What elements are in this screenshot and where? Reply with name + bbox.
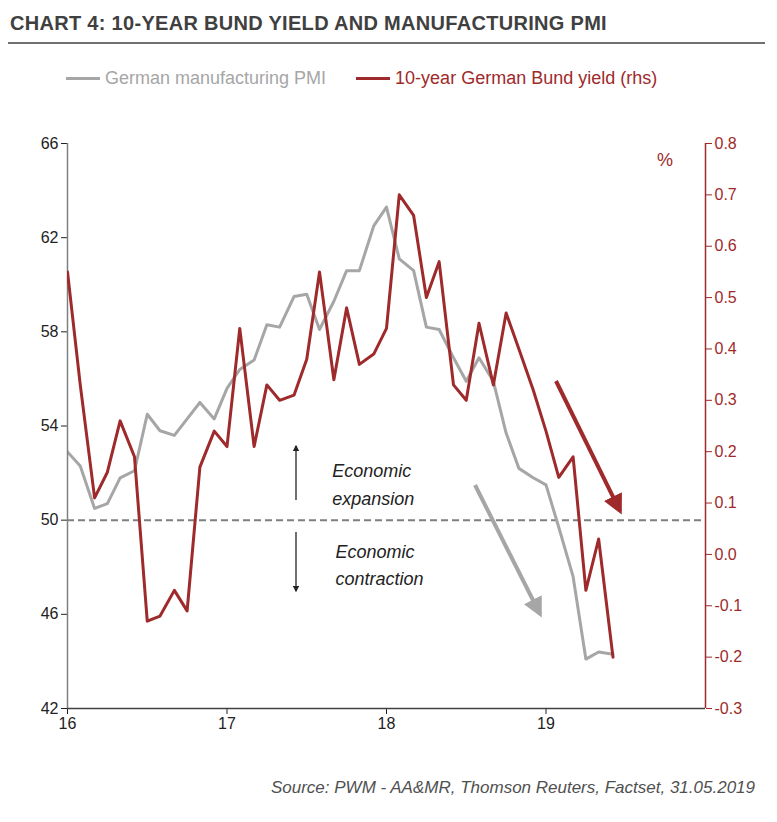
svg-text:62: 62	[41, 229, 59, 246]
svg-text:0.2: 0.2	[715, 443, 737, 460]
svg-text:50: 50	[41, 511, 59, 528]
html-text:Source: PWM - AA&MR, Thomson R: Source: PWM - AA&MR, Thomson Reuters, Fa…	[270, 778, 755, 797]
svg-text:0.6: 0.6	[715, 237, 737, 254]
svg-text:0.8: 0.8	[715, 135, 737, 152]
svg-text:17: 17	[218, 715, 236, 732]
svg-text:Economicexpansion: Economicexpansion	[332, 461, 414, 509]
svg-text:0.3: 0.3	[715, 391, 737, 408]
svg-text:42: 42	[41, 700, 59, 717]
svg-text:0.7: 0.7	[715, 186, 737, 203]
svg-text:46: 46	[41, 605, 59, 622]
svg-text:-0.3: -0.3	[715, 700, 743, 717]
svg-text:0.5: 0.5	[715, 289, 737, 306]
svg-text:0.0: 0.0	[715, 546, 737, 563]
html-text:10-year German Bund yield (rhs: 10-year German Bund yield (rhs)	[395, 68, 658, 88]
svg-text:Economiccontraction: Economiccontraction	[335, 542, 423, 590]
html-text:CHART 4: 10-YEAR BUND YIELD AN: CHART 4: 10-YEAR BUND YIELD AND MANUFACT…	[10, 12, 607, 34]
svg-text:0.4: 0.4	[715, 340, 737, 357]
svg-text:58: 58	[41, 323, 59, 340]
html-text:German manufacturing PMI: German manufacturing PMI	[105, 68, 327, 88]
svg-text:66: 66	[41, 135, 59, 152]
svg-text:-0.2: -0.2	[715, 648, 743, 665]
svg-text:16: 16	[59, 715, 77, 732]
svg-text:0.1: 0.1	[715, 494, 737, 511]
svg-text:-0.1: -0.1	[715, 597, 743, 614]
svg-text:19: 19	[537, 715, 555, 732]
svg-text:18: 18	[378, 715, 396, 732]
svg-text:54: 54	[41, 417, 59, 434]
